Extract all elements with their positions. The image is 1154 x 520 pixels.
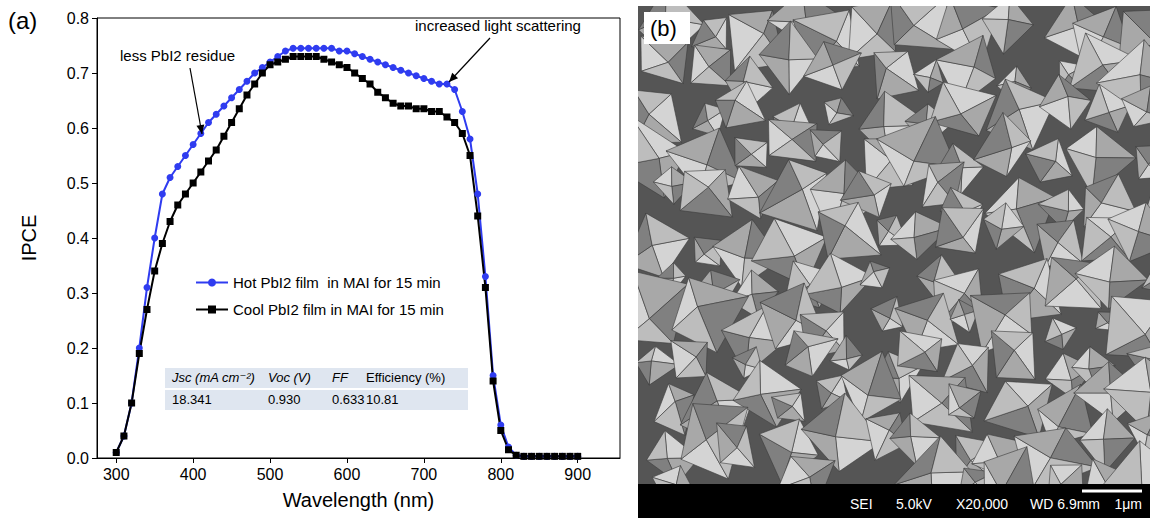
svg-text:0.633: 0.633: [332, 392, 365, 407]
svg-text:Cool PbI2 film in MAI for 15 m: Cool PbI2 film in MAI for 15 min: [233, 301, 444, 318]
svg-text:0.6: 0.6: [67, 120, 89, 137]
svg-text:0.930: 0.930: [268, 392, 301, 407]
svg-text:X20,000: X20,000: [956, 496, 1008, 512]
svg-text:1μm: 1μm: [1114, 496, 1142, 512]
svg-text:18.341: 18.341: [172, 392, 212, 407]
svg-text:Jsc (mA cm⁻²): Jsc (mA cm⁻²): [171, 370, 255, 385]
svg-text:600: 600: [334, 466, 361, 483]
svg-text:FF: FF: [332, 370, 349, 385]
svg-text:less PbI2 residue: less PbI2 residue: [120, 47, 235, 64]
svg-text:0.8: 0.8: [67, 10, 89, 27]
svg-text:Wavelength (nm): Wavelength (nm): [283, 489, 435, 511]
svg-text:0.1: 0.1: [67, 395, 89, 412]
svg-text:0.3: 0.3: [67, 285, 89, 302]
svg-text:WD 6.9mm: WD 6.9mm: [1030, 496, 1100, 512]
svg-text:0.7: 0.7: [67, 65, 89, 82]
svg-text:0.2: 0.2: [67, 340, 89, 357]
svg-text:700: 700: [411, 466, 438, 483]
svg-text:5.0kV: 5.0kV: [896, 496, 932, 512]
svg-text:Hot PbI2 film in MAI for 15 m: Hot PbI2 film in MAI for 15 min: [233, 274, 441, 291]
svg-text:(b): (b): [650, 16, 677, 41]
svg-text:(a): (a): [8, 7, 37, 34]
svg-text:900: 900: [564, 466, 591, 483]
svg-text:increased light scattering: increased light scattering: [415, 17, 581, 34]
svg-text:Efficiency (%): Efficiency (%): [366, 370, 445, 385]
svg-text:0.4: 0.4: [67, 230, 89, 247]
svg-text:400: 400: [180, 466, 207, 483]
svg-text:300: 300: [103, 466, 130, 483]
svg-text:0.5: 0.5: [67, 175, 89, 192]
svg-text:0.0: 0.0: [67, 450, 89, 467]
svg-text:Voc (V): Voc (V): [268, 370, 311, 385]
svg-text:IPCE: IPCE: [18, 215, 40, 262]
svg-text:800: 800: [487, 466, 514, 483]
svg-text:500: 500: [257, 466, 284, 483]
svg-text:10.81: 10.81: [366, 392, 399, 407]
svg-text:SEI: SEI: [850, 496, 873, 512]
